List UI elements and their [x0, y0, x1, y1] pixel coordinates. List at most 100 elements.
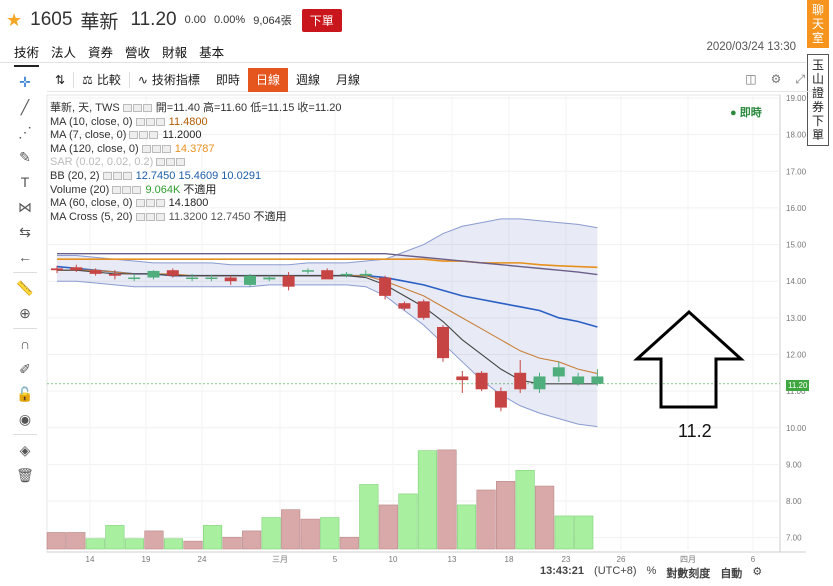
volume-bar [339, 536, 359, 550]
volume-bar [144, 530, 164, 550]
interval-weekly[interactable]: 週線 [295, 73, 320, 87]
fib-tool-icon[interactable]: ⋰ [18, 123, 32, 140]
time-axis-label: 14 [86, 555, 95, 564]
interval-monthly[interactable]: 月線 [335, 73, 360, 87]
candle-body [205, 277, 218, 280]
candlesticks [51, 264, 604, 412]
eye-icon[interactable]: ◉ [18, 410, 32, 427]
legend-row[interactable]: BB (20, 2) 12.7450 15.4609 10.0291 [50, 170, 342, 184]
percent-toggle[interactable]: % [646, 565, 657, 577]
brush-icon[interactable]: ✎ [19, 148, 31, 165]
legend-row[interactable]: Volume (20) 9.064K 不適用 [50, 184, 342, 198]
legend-value: 12.7450 [210, 210, 254, 223]
legend-row[interactable]: MA (7, close, 0) 11.2000 [50, 129, 342, 143]
auto-scale-toggle[interactable]: 自動 [720, 568, 743, 580]
legend-controls[interactable] [129, 129, 162, 141]
legend-controls[interactable] [112, 184, 145, 196]
settings-gear-icon[interactable]: ⚙ [752, 566, 763, 578]
volume-bar [417, 450, 438, 550]
volume-bar [66, 532, 86, 550]
volume-bar [320, 517, 340, 550]
zoom-in-icon[interactable]: ⊕ [19, 304, 31, 321]
legend-row[interactable]: MA (120, close, 0) 14.3787 [50, 143, 342, 157]
legend-value: 12.7450 [135, 169, 179, 182]
log-scale-toggle[interactable]: 對數刻度 [666, 568, 711, 580]
legend-controls[interactable] [135, 211, 169, 223]
legend-row[interactable]: MA Cross (5, 20) 11.3200 12.7450 不適用 [50, 211, 342, 225]
interval-realtime[interactable]: 即時 [215, 73, 240, 87]
interval-daily[interactable]: 日線 [247, 67, 288, 92]
volume-bar [359, 484, 379, 550]
legend-controls[interactable] [156, 156, 186, 168]
back-arrow-icon[interactable]: ← [18, 249, 32, 265]
volume-bar [398, 493, 418, 550]
legend-controls[interactable] [135, 116, 169, 128]
pattern-tool-icon[interactable]: ⋈ [18, 198, 32, 215]
chat-room-button[interactable]: 聊天室 [807, 0, 829, 48]
compare-label: 比較 [96, 73, 121, 87]
legend-value: 14.3787 [174, 142, 215, 155]
right-sidebar: 聊天室 玉山證券下單 [807, 0, 831, 152]
candle-body [224, 277, 237, 282]
trend-line-icon[interactable]: ╱ [20, 98, 30, 115]
legend-row[interactable]: 華新, 天, TWS 開=11.40 高=11.60 低=11.15 收=11.… [50, 102, 342, 116]
legend-series-name: MA (60, close, 0) [50, 197, 136, 210]
leftbar-divider [13, 328, 37, 329]
trash-icon[interactable]: 🗑 [16, 466, 34, 483]
legend-controls[interactable] [122, 102, 156, 114]
annotation-label: 11.2 [678, 421, 712, 441]
tab-technical[interactable]: 技術 [14, 40, 40, 67]
candle-body [533, 376, 546, 390]
price-axis-label: 18.00 [786, 131, 807, 140]
broker-order-button[interactable]: 玉山證券下單 [807, 54, 829, 146]
indicator-legend: 華新, 天, TWS 開=11.40 高=11.60 低=11.15 收=11.… [50, 102, 342, 224]
legend-series-name: Volume (20) [50, 183, 113, 196]
candle-body [128, 277, 141, 280]
legend-value: 不適用 [253, 210, 287, 223]
legend-controls[interactable] [141, 143, 175, 155]
candle-body [437, 326, 449, 359]
volume-bar [476, 489, 496, 550]
fullscreen-icon[interactable]: ⤢ [795, 72, 805, 86]
lock-icon[interactable]: 🔓 [16, 385, 34, 402]
indicators-button[interactable]: ∿ 技術指標 [130, 68, 208, 92]
indicators-label: 技術指標 [151, 73, 200, 87]
time-axis-label: 10 [389, 555, 398, 564]
section-tabs: 技術 法人 資券 營收 財報 基本 [14, 40, 224, 67]
legend-row[interactable]: SAR (0.02, 0.02, 0.2) [50, 156, 342, 170]
candle-body [398, 303, 411, 309]
magnet-icon[interactable]: ∩ [19, 336, 31, 352]
legend-value: 9.064K [145, 183, 184, 196]
up-arrow-annotation[interactable] [633, 309, 745, 409]
compare-button[interactable]: ⚖ 比較 [74, 68, 129, 92]
price-change: 0.00 [184, 14, 206, 26]
camera-icon[interactable]: ◫ [745, 72, 757, 86]
layers-icon[interactable]: ◈ [19, 441, 31, 458]
volume-bar [163, 538, 184, 550]
legend-row[interactable]: MA (10, close, 0) 11.4800 [50, 116, 342, 130]
tab-margin[interactable]: 資券 [88, 46, 114, 60]
candle-body [70, 267, 83, 271]
legend-row[interactable]: MA (60, close, 0) 14.1800 [50, 197, 342, 211]
legend-controls[interactable] [135, 197, 169, 209]
volume-bar [46, 532, 66, 550]
tab-institutional[interactable]: 法人 [51, 46, 77, 60]
status-timezone[interactable]: (UTC+8) [594, 565, 637, 577]
legend-value: 11.3200 [168, 210, 211, 223]
lock-drawing-icon[interactable]: ✐ [19, 360, 31, 377]
tab-revenue[interactable]: 營收 [125, 46, 151, 60]
legend-controls[interactable] [102, 170, 136, 182]
tab-basic[interactable]: 基本 [199, 46, 225, 60]
forecast-tool-icon[interactable]: ⇆ [19, 223, 31, 240]
gear-icon[interactable]: ⚙ [770, 72, 782, 86]
order-button[interactable]: 下單 [301, 8, 342, 32]
symbol-switch-icon[interactable]: ⇅ [55, 72, 66, 87]
tab-financials[interactable]: 財報 [162, 46, 188, 60]
star-icon[interactable]: ★ [6, 10, 23, 30]
candle-body [321, 270, 334, 280]
text-tool-icon[interactable]: T [20, 174, 30, 190]
time-axis-label: 23 [562, 555, 571, 564]
ruler-icon[interactable]: 📏 [16, 279, 34, 296]
crosshair-icon[interactable]: ✛ [19, 73, 31, 90]
